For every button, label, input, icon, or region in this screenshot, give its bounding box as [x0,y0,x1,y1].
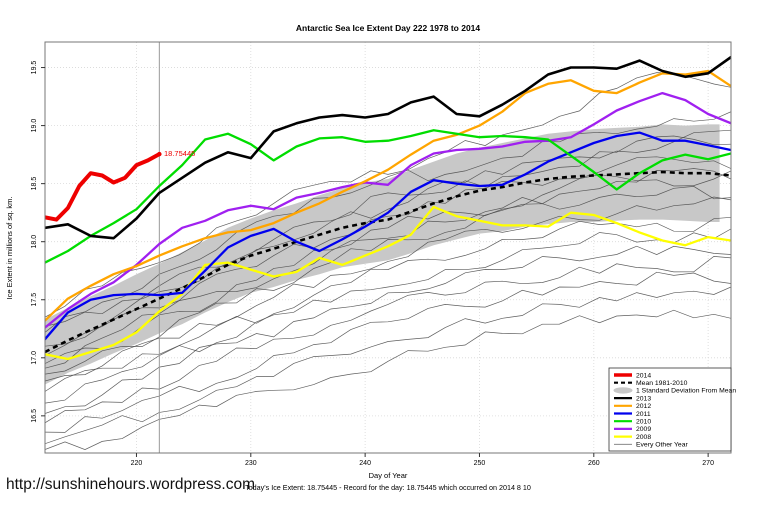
x-tick-label: 270 [702,460,714,467]
legend-item-label: 2010 [636,419,651,426]
legend-item-label: 2013 [636,395,651,402]
plot-border [44,41,732,454]
std-deviation-band [45,124,720,385]
series-2014-line [45,152,162,222]
y-tick-label: 18.5 [31,177,38,191]
y-tick-label: 17.0 [31,351,38,365]
legend-item-label: 2011 [636,411,651,418]
series-2012-line [45,69,731,322]
mean-line [45,170,731,354]
legend-item-label: Every Other Year [636,442,688,449]
legend-item-label: 2008 [636,434,651,441]
legend-item-label: 2009 [636,426,651,433]
axes-layer: 220 230 240 250 260 270 16.5 17.0 17.5 18.0 18.5 19… [31,41,732,467]
y-tick-label: 16.5 [31,409,38,423]
y-tick-label: 17.5 [31,293,38,307]
series-2009-line [45,91,731,329]
x-axis-title: Day of Year [369,471,408,480]
y-tick-label: 19.0 [31,119,38,133]
series-2013-line [45,55,731,240]
y-tick-label: 18.0 [31,235,38,249]
x-tick-label: 240 [359,460,371,467]
legend-item-label: 1 Standard Deviation From Mean [636,388,736,395]
footer-url-text: http://sunshinehours.wordpress.com [6,476,255,493]
x-tick-label: 250 [474,460,486,467]
chart-title: Antarctic Sea Ice Extent Day 222 1978 to… [296,23,481,33]
data-layer [45,42,731,453]
x-tick-label: 230 [245,460,257,467]
current-extent-label: 18.75445 [164,149,195,158]
y-tick-label: 19.5 [31,61,38,75]
series-2010-line [45,129,731,264]
legend-band-swatch [613,387,633,394]
legend-item-label: 2012 [636,403,651,410]
series-2008-line [45,205,731,361]
footer-status-text: Today's Ice Extent: 18.75445 - Record fo… [245,483,531,492]
x-tick-label: 220 [131,460,143,467]
legend-item-label: 2014 [636,372,651,379]
series-2011-line [45,131,731,341]
x-tick-label: 260 [588,460,600,467]
y-axis-title: Ice Extent in millions of sq. km. [5,197,14,300]
series-2014-endpoint-dot [157,151,162,157]
legend-item-label: Mean 1981-2010 [636,380,688,387]
